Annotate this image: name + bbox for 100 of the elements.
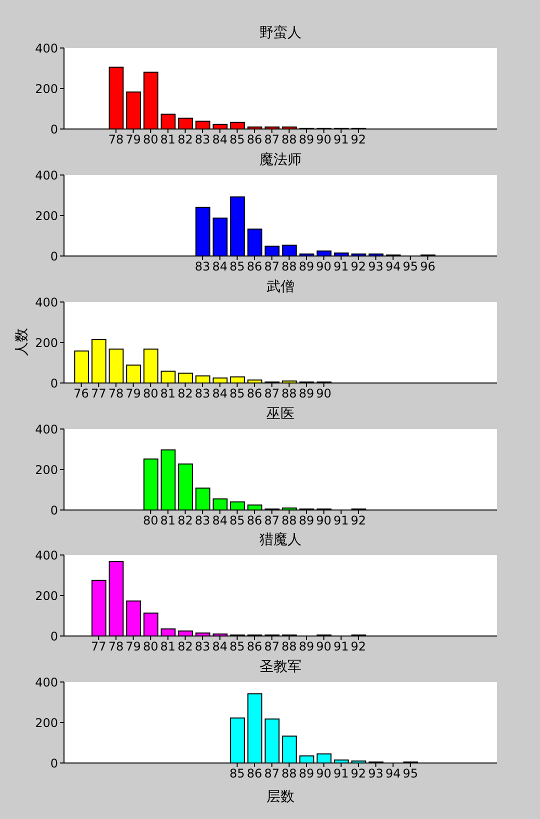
x-tick-label: 83 (194, 640, 210, 654)
x-tick-label: 86 (246, 132, 262, 147)
x-tick-label: 88 (282, 260, 297, 274)
x-tick-label: 79 (126, 132, 141, 147)
x-tick-label: 87 (264, 386, 280, 401)
chart-title: 魔法师 (258, 151, 302, 169)
x-tick-label: 78 (108, 386, 124, 401)
x-tick-label: 80 (142, 514, 158, 528)
x-tick-label: 91 (333, 260, 349, 274)
x-tick-label: 87 (264, 766, 280, 781)
y-tick-label: 0 (50, 249, 58, 264)
y-tick-label: 400 (35, 422, 58, 436)
x-tick-label: 88 (282, 640, 297, 654)
x-tick-label: 78 (108, 640, 124, 654)
x-tick-label: 83 (194, 132, 210, 147)
y-tick-label: 0 (50, 756, 58, 770)
x-tick-label: 89 (298, 640, 314, 654)
x-tick-label: 81 (160, 640, 176, 654)
x-tick-label: 93 (368, 766, 384, 781)
x-tick-label: 90 (316, 132, 332, 147)
x-tick-label: 91 (333, 766, 349, 781)
x-tick-label: 85 (230, 640, 245, 654)
y-axis-title: 人数 (13, 328, 31, 356)
x-tick-label: 82 (178, 514, 193, 528)
x-tick-label: 77 (91, 640, 106, 654)
x-tick-label: 83 (194, 514, 210, 528)
x-tick-label: 85 (230, 766, 245, 781)
x-tick-label: 85 (230, 386, 245, 401)
x-tick-label: 84 (212, 260, 228, 274)
x-tick-label: 92 (350, 640, 366, 654)
x-tick-label: 82 (178, 640, 193, 654)
x-tick-label: 94 (385, 766, 401, 781)
x-tick-label: 95 (402, 766, 418, 781)
x-tick-label: 87 (264, 640, 280, 654)
x-tick-label: 76 (74, 386, 89, 401)
x-tick-label: 81 (160, 386, 176, 401)
x-tick-label: 78 (108, 132, 124, 147)
x-tick-label: 88 (282, 386, 297, 401)
x-tick-label: 89 (298, 514, 314, 528)
x-tick-label: 92 (350, 766, 366, 781)
x-tick-label: 88 (282, 514, 297, 528)
x-tick-label: 86 (246, 640, 262, 654)
x-tick-label: 85 (230, 514, 245, 528)
x-tick-label: 83 (194, 260, 210, 274)
y-tick-label: 0 (50, 376, 58, 390)
x-tick-label: 90 (316, 260, 332, 274)
y-tick-label: 0 (50, 503, 58, 518)
y-tick-label: 400 (35, 295, 58, 310)
y-tick-label: 400 (35, 675, 58, 690)
y-tick-label: 200 (35, 588, 58, 603)
x-tick-label: 80 (142, 386, 158, 401)
y-tick-label: 0 (50, 629, 58, 644)
x-tick-label: 90 (316, 640, 332, 654)
x-tick-label: 80 (142, 640, 158, 654)
x-tick-label: 93 (368, 260, 384, 274)
x-tick-label: 86 (246, 514, 262, 528)
chart-title: 猎魔人 (258, 531, 302, 549)
x-tick-label: 95 (402, 260, 418, 274)
x-tick-label: 89 (298, 260, 314, 274)
x-tick-label: 79 (126, 386, 141, 401)
x-tick-label: 85 (230, 132, 245, 147)
x-tick-label: 91 (333, 640, 349, 654)
chart-title: 野蛮人 (258, 24, 302, 42)
x-tick-label: 86 (246, 766, 262, 781)
x-tick-label: 92 (350, 514, 366, 528)
x-tick-label: 82 (178, 386, 193, 401)
x-tick-label: 79 (126, 640, 141, 654)
y-tick-label: 200 (35, 208, 58, 223)
x-tick-label: 87 (264, 132, 280, 147)
y-tick-label: 200 (35, 716, 58, 730)
x-tick-label: 89 (298, 132, 314, 147)
x-tick-label: 87 (264, 260, 280, 274)
x-tick-label: 84 (212, 132, 228, 147)
x-tick-label: 86 (246, 386, 262, 401)
x-tick-label: 88 (282, 132, 297, 147)
x-tick-label: 88 (282, 766, 297, 781)
chart-title: 圣教军 (258, 658, 302, 676)
x-tick-label: 91 (333, 514, 349, 528)
x-tick-label: 90 (316, 766, 332, 781)
y-tick-label: 200 (35, 336, 58, 350)
x-tick-label: 84 (212, 640, 228, 654)
x-tick-label: 90 (316, 386, 332, 401)
x-tick-label: 83 (194, 386, 210, 401)
x-tick-label: 81 (160, 132, 176, 147)
x-tick-label: 82 (178, 132, 193, 147)
x-tick-label: 92 (350, 260, 366, 274)
x-tick-label: 92 (350, 132, 366, 147)
x-tick-label: 81 (160, 514, 176, 528)
x-axis-title: 层数 (266, 789, 294, 805)
x-tick-label: 90 (316, 514, 332, 528)
x-tick-label: 86 (246, 260, 262, 274)
x-tick-label: 87 (264, 514, 280, 528)
y-tick-label: 200 (35, 82, 58, 96)
x-tick-label: 80 (142, 132, 158, 147)
x-tick-label: 84 (212, 514, 228, 528)
x-tick-label: 96 (420, 260, 436, 274)
y-tick-label: 400 (35, 168, 58, 182)
x-tick-label: 91 (333, 132, 349, 147)
x-tick-label: 89 (298, 386, 314, 401)
x-tick-label: 85 (230, 260, 245, 274)
